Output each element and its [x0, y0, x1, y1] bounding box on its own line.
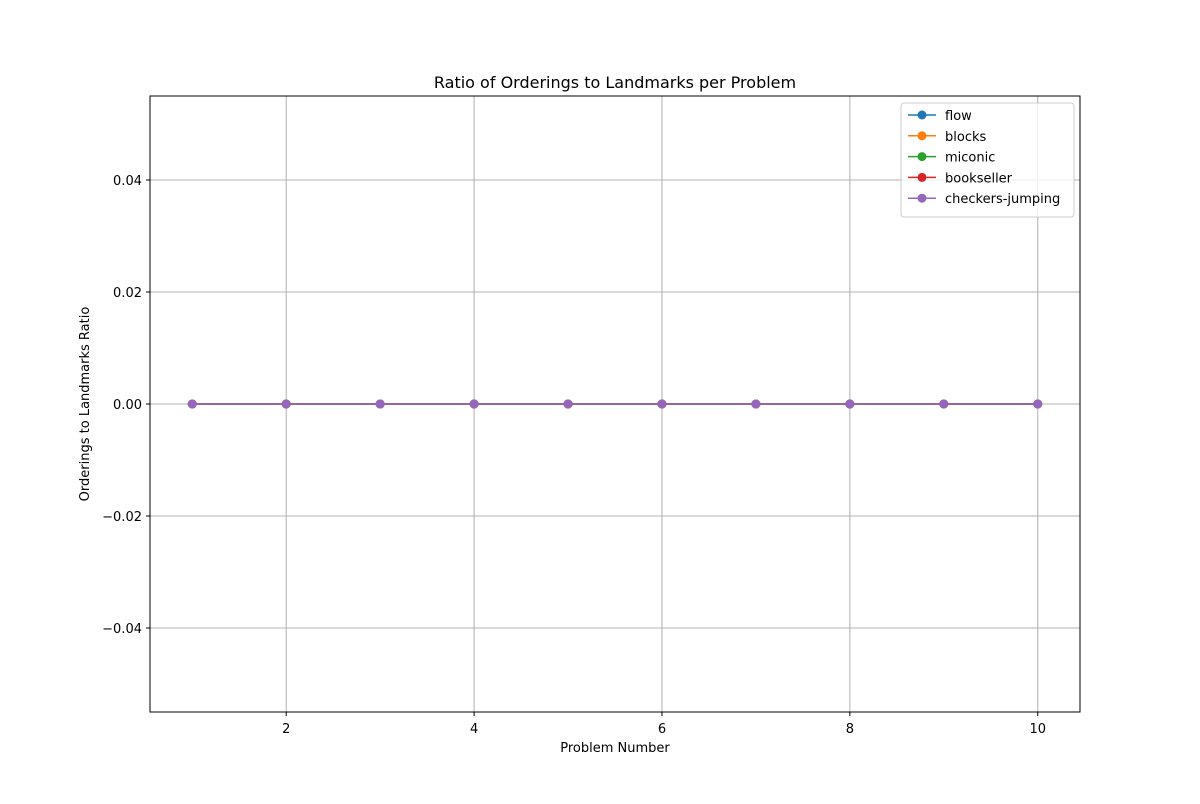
series-layer	[187, 399, 1043, 409]
data-point	[939, 399, 949, 409]
legend-label: blocks	[945, 130, 986, 145]
data-point	[751, 399, 761, 409]
legend-item-blocks: blocks	[908, 130, 986, 145]
legend-item-bookseller: bookseller	[908, 171, 1013, 186]
legend-marker	[917, 172, 927, 182]
series-checkers-jumping	[187, 399, 1043, 409]
legend-item-miconic: miconic	[908, 151, 995, 166]
y-tick-label: −0.04	[102, 622, 142, 637]
legend-marker	[917, 131, 927, 141]
y-axis-label: Orderings to Landmarks Ratio	[78, 307, 93, 502]
x-tick-label: 6	[658, 722, 666, 737]
data-point	[1033, 399, 1043, 409]
y-tick-label: 0.02	[113, 286, 142, 301]
x-axis-label: Problem Number	[560, 741, 670, 756]
y-tick-label: −0.02	[102, 510, 142, 525]
axis-ticks: 2 4 6 8 10 −0.04 −0.02 0.00 0.02 0.04	[102, 174, 1046, 737]
legend-marker	[917, 193, 927, 203]
x-tick-label: 10	[1029, 722, 1046, 737]
x-tick-label: 8	[846, 722, 854, 737]
legend-item-flow: flow	[908, 109, 972, 124]
data-point	[187, 399, 197, 409]
legend-box	[900, 102, 1075, 218]
legend-marker	[917, 110, 927, 120]
legend: flow blocks miconic bookseller checkers-jump…	[900, 102, 1075, 218]
x-tick-label: 2	[282, 722, 290, 737]
data-point	[281, 399, 291, 409]
y-tick-label: 0.00	[113, 398, 142, 413]
x-tick-label: 4	[470, 722, 478, 737]
chart-title: Ratio of Orderings to Landmarks per Prob…	[434, 73, 796, 92]
data-point	[563, 399, 573, 409]
data-point	[375, 399, 385, 409]
legend-label: flow	[945, 109, 972, 124]
data-point	[657, 399, 667, 409]
data-point	[469, 399, 479, 409]
legend-label: bookseller	[945, 171, 1013, 186]
legend-label: checkers-jumping	[945, 192, 1060, 207]
legend-item-checkers-jumping: checkers-jumping	[908, 192, 1060, 207]
y-tick-label: 0.04	[113, 174, 142, 189]
legend-label: miconic	[945, 151, 995, 166]
data-point	[845, 399, 855, 409]
legend-marker	[917, 152, 927, 162]
